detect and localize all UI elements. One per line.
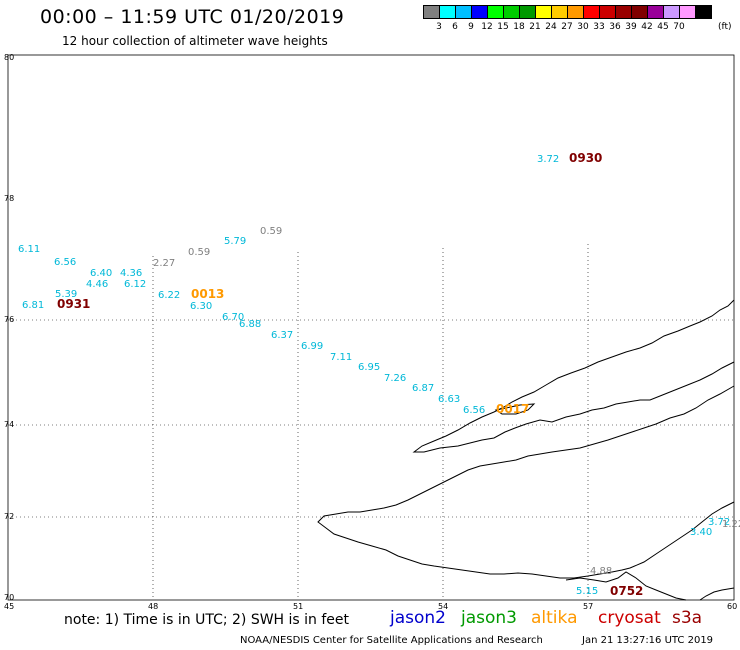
obs-label: 6.70 bbox=[222, 312, 244, 323]
color-scale-tick: 21 bbox=[529, 22, 541, 32]
color-scale-tick: 15 bbox=[497, 22, 509, 32]
obs-label: 5.79 bbox=[224, 236, 246, 247]
lon-axis-labels: 45 48 51 54 57 60 bbox=[4, 602, 737, 611]
color-scale-tick: 45 bbox=[657, 22, 669, 32]
obs-pass-time: 0930 bbox=[569, 151, 602, 165]
generated-timestamp: Jan 21 13:27:16 UTC 2019 bbox=[582, 635, 714, 646]
coastline-mainland bbox=[565, 571, 687, 601]
color-scale-swatch bbox=[695, 5, 712, 19]
satellite-legend-altika: altika bbox=[531, 608, 578, 628]
obs-label: 6.56 bbox=[54, 257, 76, 268]
observation-labels: 3.72 0930 0.59 5.79 0.59 6.11 2.27 6.56 … bbox=[18, 151, 740, 598]
obs-pass-time: 0752 bbox=[610, 584, 643, 598]
map-subtitle: 12 hour collection of altimeter wave hei… bbox=[62, 34, 328, 48]
lon-label-48: 48 bbox=[148, 602, 158, 611]
obs-pass-time: 0013 bbox=[191, 287, 224, 301]
lat-label-70: 70 bbox=[4, 593, 14, 602]
obs-label: 2.27 bbox=[153, 258, 175, 269]
obs-label: 0.59 bbox=[260, 226, 282, 237]
lat-axis-labels: 80 78 76 74 72 70 bbox=[4, 53, 14, 602]
obs-label: 1.22 bbox=[722, 519, 740, 530]
obs-label: 3.72 bbox=[708, 517, 730, 528]
color-scale-tick: 39 bbox=[625, 22, 637, 32]
color-scale-tick: 24 bbox=[545, 22, 557, 32]
lat-label-80: 80 bbox=[4, 53, 14, 62]
lon-label-57: 57 bbox=[583, 602, 593, 611]
color-scale-tick: 3 bbox=[436, 22, 442, 32]
obs-label: 6.11 bbox=[18, 244, 40, 255]
obs-label: 4.46 bbox=[86, 279, 108, 290]
lon-label-45: 45 bbox=[4, 602, 14, 611]
obs-label: 6.95 bbox=[358, 362, 380, 373]
lat-label-74: 74 bbox=[4, 420, 14, 429]
color-scale-tick: 36 bbox=[609, 22, 621, 32]
footer-note: note: 1) Time is in UTC; 2) SWH is in fe… bbox=[64, 612, 350, 628]
coastline-mainland-east bbox=[699, 587, 735, 601]
obs-label: 5.39 bbox=[55, 289, 77, 300]
coastline-south-island bbox=[317, 385, 735, 579]
coastline-strait-island bbox=[494, 403, 536, 415]
satellite-legend-jason3: jason3 bbox=[461, 608, 517, 628]
lon-label-54: 54 bbox=[438, 602, 448, 611]
color-scale-tick: 70 bbox=[673, 22, 685, 32]
obs-label: 4.36 bbox=[120, 268, 142, 279]
lon-label-51: 51 bbox=[293, 602, 303, 611]
obs-label: 6.56 bbox=[463, 405, 485, 416]
obs-label: 6.81 bbox=[22, 300, 44, 311]
obs-label: 6.12 bbox=[124, 279, 146, 290]
obs-label: 6.37 bbox=[271, 330, 293, 341]
map-frame bbox=[7, 54, 735, 601]
color-scale-tick: 33 bbox=[593, 22, 605, 32]
obs-label: 5.15 bbox=[576, 586, 598, 597]
lat-label-76: 76 bbox=[4, 315, 14, 324]
satellite-legend-cryosat: cryosat bbox=[598, 608, 661, 628]
map-title: 00:00 – 11:59 UTC 01/20/2019 bbox=[40, 6, 345, 28]
obs-label: 6.30 bbox=[190, 301, 212, 312]
obs-label: 3.40 bbox=[690, 527, 712, 538]
lat-label-78: 78 bbox=[4, 194, 14, 203]
color-scale-tick: 6 bbox=[452, 22, 458, 32]
obs-label: 6.88 bbox=[239, 319, 261, 330]
color-scale-labels: 3 6 9 12 15 18 21 24 27 30 33 36 39 42 45 70 bbox=[423, 22, 740, 34]
obs-pass-time: 0017 bbox=[496, 402, 529, 416]
producer-credit: NOAA/NESDIS Center for Satellite Applica… bbox=[240, 635, 543, 646]
wave-height-color-scale bbox=[423, 5, 712, 19]
obs-label: 6.63 bbox=[438, 394, 460, 405]
obs-label: 6.87 bbox=[412, 383, 434, 394]
color-scale-tick: 42 bbox=[641, 22, 653, 32]
color-scale-tick: 12 bbox=[481, 22, 493, 32]
satellite-legend-s3a: s3a bbox=[672, 608, 703, 628]
obs-label: 3.72 bbox=[537, 154, 559, 165]
graticule bbox=[8, 244, 734, 600]
color-scale-tick: 9 bbox=[468, 22, 474, 32]
coastline-north-island bbox=[412, 299, 735, 453]
satellite-legend-jason2: jason2 bbox=[390, 608, 446, 628]
obs-label: 0.59 bbox=[188, 247, 210, 258]
color-scale-tick: 18 bbox=[513, 22, 525, 32]
obs-label: 7.11 bbox=[330, 352, 352, 363]
color-scale-tick: 27 bbox=[561, 22, 573, 32]
obs-label: 6.40 bbox=[90, 268, 112, 279]
lat-label-72: 72 bbox=[4, 512, 14, 521]
obs-label: 6.22 bbox=[158, 290, 180, 301]
obs-pass-time: 0931 bbox=[57, 297, 90, 311]
obs-label: 7.26 bbox=[384, 373, 406, 384]
lon-label-60: 60 bbox=[727, 602, 737, 611]
color-scale-tick: 30 bbox=[577, 22, 589, 32]
obs-label: 6.99 bbox=[301, 341, 323, 352]
color-scale-unit: (ft) bbox=[718, 22, 732, 32]
obs-label: 4.88 bbox=[590, 566, 612, 577]
